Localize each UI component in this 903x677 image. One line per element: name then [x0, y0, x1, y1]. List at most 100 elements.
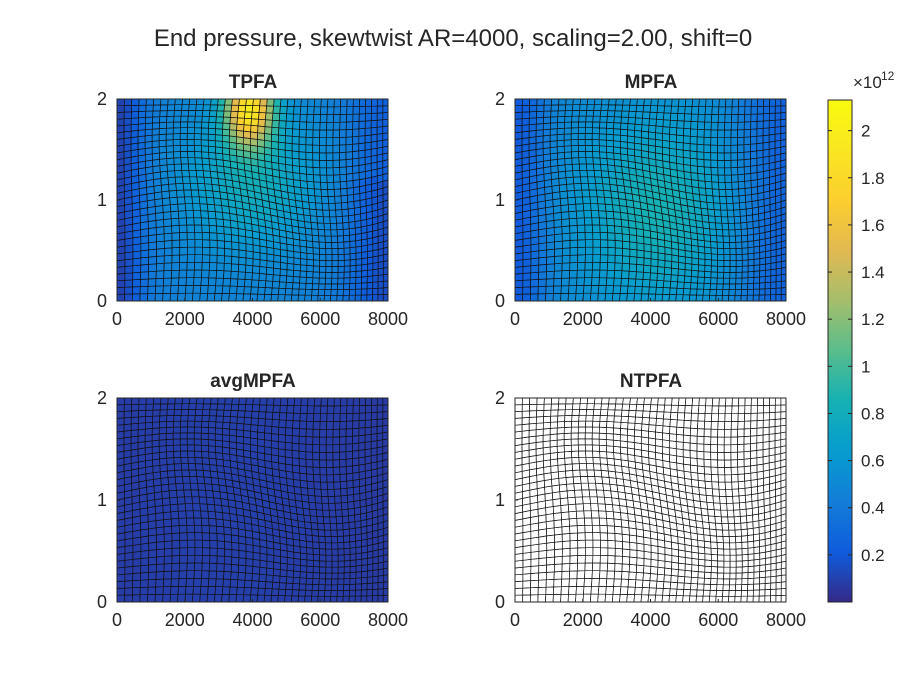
- mesh-cell: [345, 136, 353, 146]
- mesh-cell: [619, 141, 628, 149]
- mesh-cell: [364, 113, 372, 122]
- mesh-cell: [124, 580, 134, 589]
- mesh-cell: [159, 409, 168, 417]
- mesh-cell: [724, 114, 733, 123]
- mesh-cell: [272, 575, 281, 583]
- mesh-cell: [332, 466, 341, 476]
- mesh-cell: [750, 471, 758, 481]
- mesh-cell: [382, 260, 389, 269]
- mesh-cell: [613, 277, 622, 287]
- mesh-cells: [514, 98, 787, 302]
- mesh-cell: [159, 110, 168, 118]
- mesh-cell: [301, 494, 310, 503]
- mesh-cell: [202, 403, 211, 411]
- mesh-cell: [677, 268, 686, 277]
- mesh-cell: [244, 404, 254, 412]
- mesh-cell: [722, 584, 730, 591]
- mesh-cell: [382, 138, 389, 148]
- mesh-cell: [600, 470, 610, 478]
- mesh-cell: [582, 292, 592, 302]
- mesh-cell: [735, 253, 743, 261]
- mesh-cell: [723, 444, 732, 453]
- x-tick-label: 4000: [232, 309, 272, 329]
- mesh-cell: [522, 293, 531, 302]
- mesh-cell: [174, 104, 183, 111]
- mesh-cell: [382, 105, 389, 114]
- mesh-cell: [678, 397, 687, 406]
- mesh-cell: [291, 450, 300, 459]
- mesh-cell: [298, 282, 307, 290]
- mesh-cell: [315, 502, 324, 511]
- mesh-cell: [201, 415, 210, 422]
- mesh-cell: [722, 536, 730, 544]
- mesh-cell: [320, 106, 328, 115]
- mesh-cell: [167, 476, 177, 485]
- mesh-cell: [325, 159, 334, 169]
- mesh-cell: [313, 114, 321, 123]
- mesh-cell: [664, 266, 672, 276]
- mesh-cell: [352, 412, 360, 422]
- mesh-cell: [572, 104, 581, 111]
- mesh-cell: [724, 167, 732, 176]
- mesh-cell: [612, 204, 621, 213]
- mesh-cell: [675, 448, 684, 458]
- mesh-cell: [130, 111, 140, 119]
- mesh-cell: [201, 457, 210, 465]
- mesh-cell: [780, 594, 787, 603]
- mesh-cell: [729, 266, 737, 273]
- mesh-cell: [145, 409, 154, 417]
- mesh-cell: [756, 419, 764, 429]
- mesh-cell: [633, 594, 643, 603]
- mesh-cell: [710, 572, 718, 580]
- mesh-cell: [349, 553, 357, 561]
- mesh-cell: [576, 524, 586, 534]
- mesh-cell: [528, 429, 537, 438]
- mesh-cell: [709, 528, 717, 537]
- mesh-cell: [163, 540, 173, 550]
- mesh-cell: [705, 397, 714, 407]
- mesh-cell: [558, 483, 568, 493]
- mesh-cell: [621, 104, 631, 112]
- mesh-cell: [194, 246, 203, 256]
- mesh-cell: [312, 459, 321, 468]
- mesh-cell: [553, 526, 563, 536]
- mesh-cell: [715, 222, 723, 231]
- mesh-cell: [197, 482, 207, 491]
- mesh-cell: [682, 456, 691, 466]
- mesh-cell: [709, 535, 718, 543]
- mesh-cell: [530, 257, 540, 267]
- mesh-cell: [704, 547, 712, 555]
- mesh-cell: [358, 456, 366, 466]
- mesh-cell: [566, 183, 575, 192]
- mesh-cell: [311, 228, 319, 237]
- mesh-cell: [560, 292, 569, 302]
- mesh-cell: [222, 128, 230, 137]
- mesh-cell: [192, 285, 202, 294]
- mesh-cell: [208, 151, 217, 160]
- mesh-cell: [300, 558, 308, 567]
- mesh-cell: [377, 588, 384, 596]
- mesh-cell: [606, 151, 615, 160]
- mesh-cell: [138, 397, 147, 405]
- mesh-cell: [366, 288, 374, 296]
- mesh-cell: [768, 433, 776, 442]
- mesh-cell: [343, 535, 351, 543]
- mesh-cell: [325, 566, 333, 574]
- mesh-cell: [221, 440, 230, 449]
- mesh-cell: [366, 269, 374, 277]
- mesh-cell: [293, 558, 301, 566]
- mesh-cell: [178, 261, 188, 271]
- mesh-cell: [721, 595, 730, 603]
- mesh-cell: [319, 121, 328, 131]
- mesh-cell: [737, 144, 745, 153]
- mesh-cell: [312, 271, 320, 279]
- mesh-cell: [717, 253, 725, 261]
- mesh-cell: [319, 413, 328, 422]
- mesh-cell: [299, 412, 308, 422]
- mesh-cell: [584, 426, 593, 434]
- mesh-cell: [538, 242, 548, 252]
- mesh-cell: [116, 580, 126, 589]
- mesh-cell: [292, 121, 301, 130]
- mesh-cell: [545, 293, 554, 302]
